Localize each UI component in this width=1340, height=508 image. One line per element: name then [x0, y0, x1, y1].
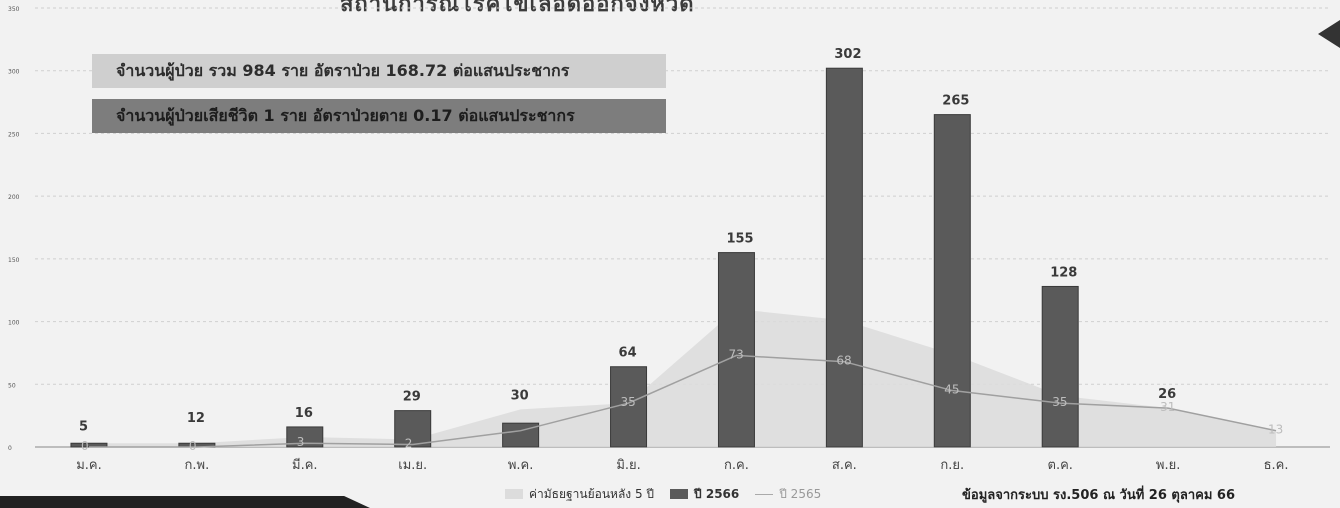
bar-value-label: 5: [79, 420, 88, 435]
bar-value-label: 265: [942, 94, 969, 109]
legend-median-swatch: [505, 489, 523, 499]
legend-2565-label: ปี 2565: [779, 486, 822, 501]
legend-2565-swatch: [755, 493, 774, 495]
bar-value-label: 302: [834, 47, 861, 62]
cases-summary: จำนวนผู้ป่วย รวม 984 ราย อัตราป่วย 168.7…: [92, 54, 666, 88]
line-2565-label: 13: [1268, 423, 1283, 437]
line-2565-label: 0: [81, 439, 89, 453]
x-tick-label: เม.ย.: [398, 458, 427, 473]
x-tick-label: ก.ย.: [940, 458, 964, 473]
y-tick-label: 300: [8, 69, 20, 76]
line-2565-label: 2: [405, 436, 413, 450]
y-tick-label: 350: [8, 6, 20, 13]
bar-value-label: 26: [1158, 387, 1176, 402]
bar-value-label: 16: [295, 406, 313, 421]
bar-value-label: 155: [726, 232, 753, 247]
line-2565-label: 73: [728, 347, 743, 361]
x-tick-label: ธ.ค.: [1264, 458, 1289, 473]
legend-median-label: ค่ามัธยฐานย้อนหลัง 5 ปี: [529, 486, 655, 501]
y-tick-label: 100: [8, 320, 20, 327]
y-tick-label: 200: [8, 194, 20, 201]
legend-2566-swatch: [670, 489, 689, 499]
legend-2566-label: ปี 2566: [694, 486, 740, 501]
x-tick-label: มี.ค.: [292, 457, 318, 473]
bar: [933, 114, 971, 448]
bar-value-label: 128: [1050, 265, 1077, 280]
line-2565-label: 35: [1052, 395, 1067, 409]
bar-value-label: 29: [403, 390, 421, 405]
y-tick-label: 250: [8, 131, 20, 138]
data-source: ข้อมูลจากระบบ รง.506 ณ วันที่ 26 ตุลาคม …: [962, 488, 1236, 503]
x-tick-label: ก.พ.: [185, 458, 210, 473]
y-tick-label: 50: [8, 382, 16, 389]
x-tick-label: ส.ค.: [832, 458, 857, 473]
bar: [1041, 285, 1079, 448]
x-tick-label: มิ.ย.: [616, 458, 640, 473]
y-tick-label: 0: [8, 445, 12, 452]
x-tick-label: ก.ค.: [724, 458, 749, 473]
x-tick-label: พ.ย.: [1156, 458, 1180, 473]
x-tick-label: ต.ค.: [1048, 458, 1073, 473]
bar: [286, 426, 324, 448]
bottom-bar: [0, 496, 370, 508]
bar: [825, 67, 863, 448]
line-2565: [88, 354, 1277, 448]
bar: [717, 252, 755, 448]
line-2565-label: 0: [189, 439, 197, 453]
bar-value-label: 64: [619, 346, 637, 361]
legend: ค่ามัธยฐานย้อนหลัง 5 ปี ปี 2566 ปี 2565: [505, 484, 821, 504]
x-tick-label: พ.ค.: [508, 458, 534, 473]
x-tick-label: ม.ค.: [76, 458, 102, 473]
deaths-summary: จำนวนผู้ป่วยเสียชีวิต 1 ราย อัตราป่วยตาย…: [92, 99, 666, 133]
bar: [394, 410, 432, 448]
median-area: [88, 309, 1277, 447]
bar-value-label: 12: [187, 411, 205, 426]
bar-value-label: 30: [511, 388, 529, 403]
line-2565-label: 35: [621, 395, 636, 409]
line-2565-label: 31: [1160, 400, 1175, 414]
y-tick-label: 150: [8, 257, 20, 264]
line-2565-label: 45: [944, 383, 959, 397]
line-2565-label: 3: [297, 435, 305, 449]
chart-title: สถานการณ์โรคไข้เลือดออกจังหวัด: [340, 0, 1120, 12]
line-2565-label: 68: [836, 354, 851, 368]
